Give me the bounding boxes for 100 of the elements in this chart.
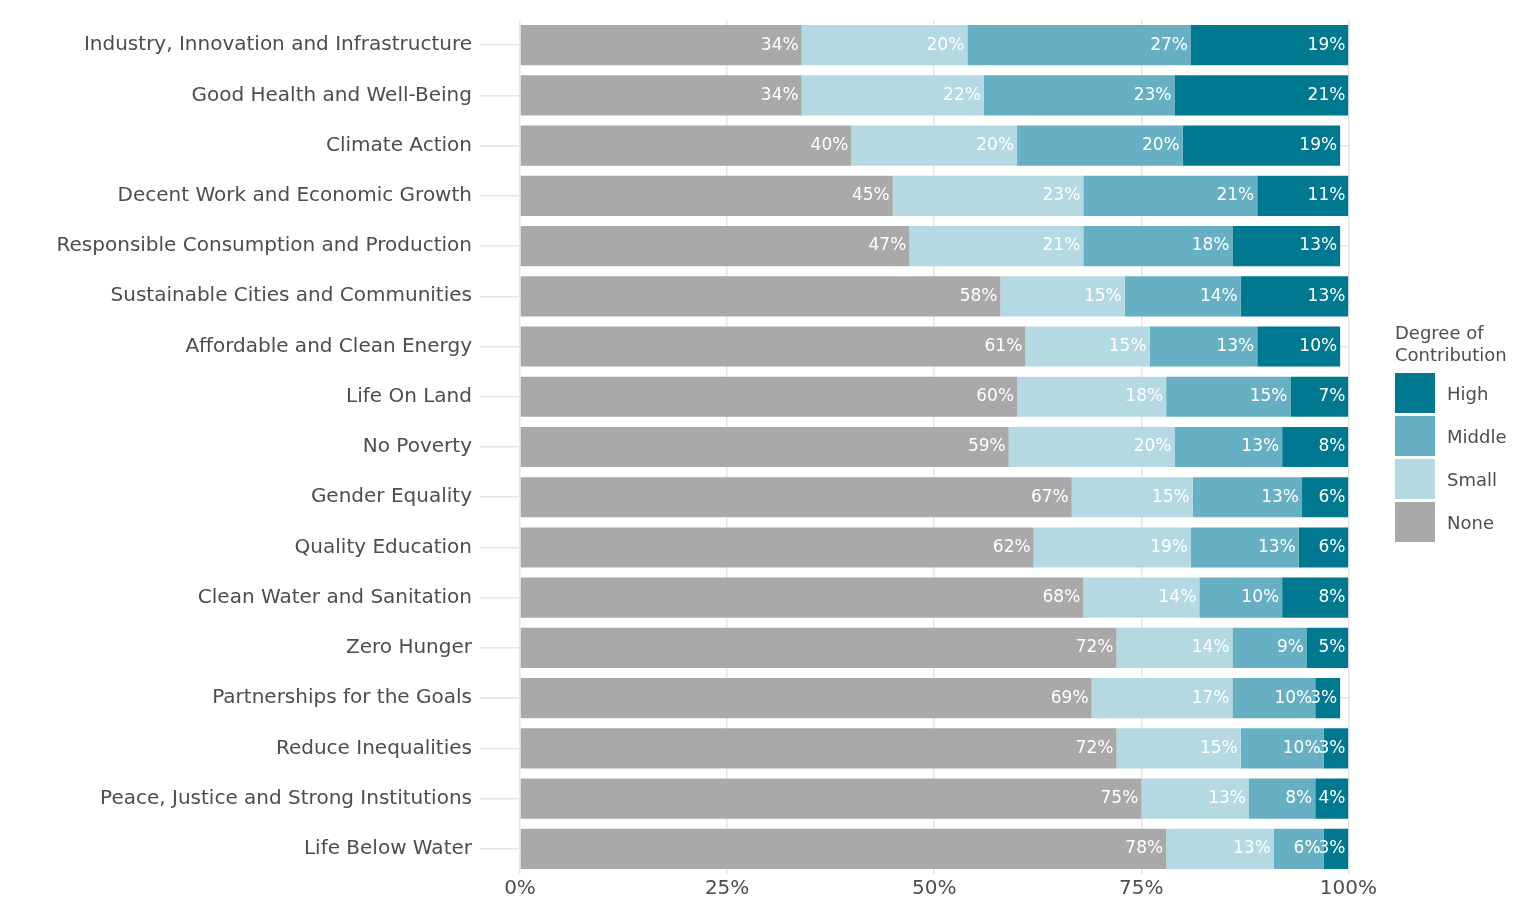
bar bbox=[520, 426, 1009, 468]
bar bbox=[520, 477, 1072, 518]
data-label: 62% bbox=[992, 535, 1031, 556]
data-label: 61% bbox=[984, 334, 1023, 355]
data-label: 13% bbox=[1261, 485, 1300, 506]
bar bbox=[1232, 225, 1341, 267]
data-label: 6% bbox=[1318, 535, 1346, 556]
y-tick-label: Good Health and Well-Being bbox=[191, 81, 472, 106]
data-label: 15% bbox=[1083, 284, 1122, 305]
bar bbox=[520, 125, 852, 166]
data-label: 3% bbox=[1318, 837, 1346, 858]
bar bbox=[520, 678, 1092, 719]
bar bbox=[892, 175, 1084, 216]
y-tick-label: Sustainable Cities and Communities bbox=[110, 282, 472, 307]
data-label: 21% bbox=[1307, 83, 1346, 104]
bar bbox=[1182, 125, 1341, 166]
data-label: 20% bbox=[1133, 435, 1172, 456]
data-label: 8% bbox=[1318, 586, 1346, 607]
y-tick-label: Partnerships for the Goals bbox=[212, 684, 472, 709]
data-label: 21% bbox=[1216, 184, 1255, 205]
data-label: 15% bbox=[1108, 334, 1147, 355]
bar bbox=[983, 75, 1175, 116]
bar bbox=[1282, 577, 1349, 618]
bar bbox=[801, 25, 968, 66]
y-tick-label: No Poverty bbox=[362, 433, 473, 458]
bar bbox=[967, 25, 1192, 66]
legend-title: Degree of Contribution bbox=[1395, 322, 1508, 366]
bar bbox=[1025, 326, 1150, 367]
legend-label: Small bbox=[1447, 468, 1497, 490]
data-label: 19% bbox=[1307, 33, 1346, 54]
bar bbox=[1033, 527, 1192, 568]
bar bbox=[520, 577, 1084, 618]
data-label: 22% bbox=[943, 83, 981, 104]
bar bbox=[1192, 477, 1303, 518]
bar bbox=[1166, 376, 1291, 417]
bar bbox=[1017, 125, 1183, 166]
data-label: 23% bbox=[1133, 83, 1172, 104]
data-label: 34% bbox=[760, 33, 799, 54]
data-label: 14% bbox=[1199, 284, 1238, 305]
bar bbox=[520, 828, 1167, 869]
bar bbox=[1017, 376, 1167, 417]
bar bbox=[1000, 276, 1125, 317]
data-label: 23% bbox=[1042, 184, 1081, 205]
data-label: 20% bbox=[926, 33, 965, 54]
data-label: 72% bbox=[1075, 736, 1114, 757]
data-label: 10% bbox=[1299, 334, 1338, 355]
bar bbox=[1240, 276, 1349, 317]
y-tick-label: Affordable and Clean Energy bbox=[185, 332, 473, 357]
data-label: 11% bbox=[1307, 184, 1346, 205]
bar bbox=[520, 25, 802, 66]
data-label: 6% bbox=[1318, 485, 1346, 506]
data-label: 15% bbox=[1199, 736, 1238, 757]
bar bbox=[1083, 225, 1233, 267]
data-label: 40% bbox=[810, 134, 849, 155]
y-tick-label: Peace, Justice and Strong Institutions bbox=[100, 784, 472, 809]
y-tick-label: Climate Action bbox=[326, 131, 472, 156]
y-tick-label: Reduce Inequalities bbox=[275, 734, 472, 759]
legend-label: None bbox=[1447, 511, 1494, 533]
bar bbox=[1298, 527, 1349, 568]
data-label: 19% bbox=[1150, 535, 1189, 556]
x-tick-label: 0% bbox=[504, 875, 536, 900]
bar bbox=[1282, 426, 1349, 468]
bar bbox=[520, 175, 893, 216]
bar bbox=[1166, 828, 1274, 869]
data-label: 34% bbox=[760, 83, 799, 104]
bar bbox=[520, 276, 1001, 317]
data-label: 10% bbox=[1241, 586, 1280, 607]
data-label: 20% bbox=[976, 134, 1015, 155]
data-label: 14% bbox=[1191, 636, 1230, 657]
data-label: 27% bbox=[1150, 33, 1189, 54]
bar bbox=[520, 75, 802, 116]
legend-label: High bbox=[1447, 382, 1489, 404]
bar bbox=[1199, 577, 1283, 618]
bar bbox=[1232, 627, 1307, 669]
data-label: 3% bbox=[1318, 736, 1346, 757]
data-label: 13% bbox=[1241, 435, 1280, 456]
data-label: 13% bbox=[1299, 234, 1338, 255]
bar bbox=[1141, 778, 1249, 819]
bar bbox=[909, 225, 1084, 267]
bar bbox=[1174, 75, 1349, 116]
legend-label: Middle bbox=[1447, 425, 1507, 447]
y-tick-label: Zero Hunger bbox=[346, 634, 473, 659]
bar bbox=[1116, 627, 1233, 669]
x-tick-label: 25% bbox=[704, 875, 750, 900]
data-label: 7% bbox=[1318, 385, 1346, 406]
bar bbox=[1174, 426, 1283, 468]
bar bbox=[1191, 25, 1349, 66]
bar bbox=[520, 376, 1018, 417]
y-tick-label: Quality Education bbox=[294, 533, 472, 558]
y-tick-label: Clean Water and Sanitation bbox=[197, 583, 472, 608]
data-label: 15% bbox=[1249, 385, 1288, 406]
data-label: 59% bbox=[967, 435, 1006, 456]
bar bbox=[1191, 527, 1299, 568]
data-label: 67% bbox=[1030, 485, 1069, 506]
data-label: 3% bbox=[1310, 686, 1338, 707]
y-tick-label: Gender Equality bbox=[310, 483, 473, 508]
x-tick-label: 75% bbox=[1119, 875, 1164, 900]
y-tick-label: Life Below Water bbox=[303, 835, 473, 860]
data-label: 18% bbox=[1125, 385, 1164, 406]
bar bbox=[1008, 426, 1175, 468]
